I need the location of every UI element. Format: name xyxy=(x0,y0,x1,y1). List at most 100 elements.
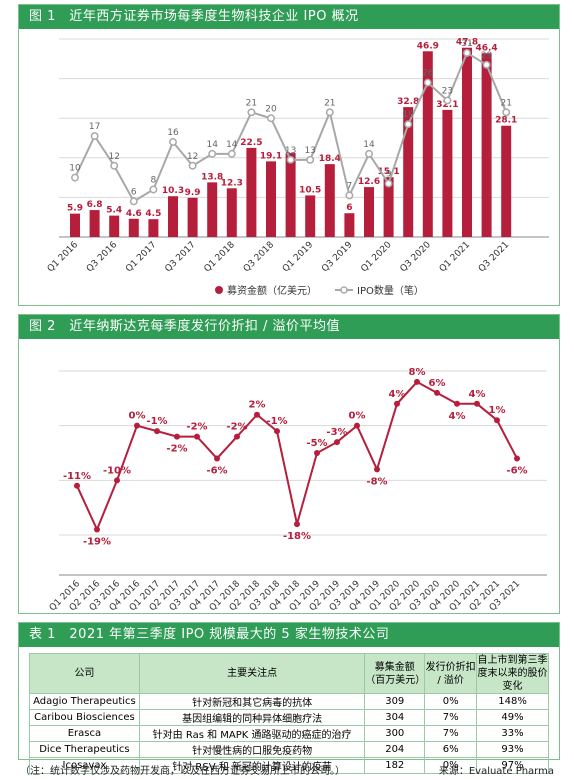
x-tick-label: Q1 2020 xyxy=(359,240,394,275)
line-value-label: 29 xyxy=(481,51,493,61)
cell-discount: 6% xyxy=(424,741,478,758)
x-tick-label: Q1 2021 xyxy=(438,240,472,274)
line-point xyxy=(154,428,160,435)
bar-value-label: 10.3 xyxy=(162,186,184,196)
col-price-change: 自上市到第三季度末以来的股价变化 xyxy=(476,653,549,694)
line-value-label: 16 xyxy=(167,128,179,138)
footnote: （注：统计数字仅涉及药物开发商，以及在西方证券交易所上市的公司。） xyxy=(20,766,345,777)
line-point xyxy=(502,108,511,117)
col-focus: 主要关注点 xyxy=(138,653,366,694)
data-label: 4% xyxy=(389,389,406,400)
bar xyxy=(226,188,237,237)
line-point xyxy=(74,482,80,489)
line-value-label: 13 xyxy=(285,146,296,156)
line-point xyxy=(134,422,140,429)
bar xyxy=(70,213,80,237)
bar-value-label: 46.4 xyxy=(475,43,497,53)
line-point xyxy=(314,450,320,456)
bar-value-label: 12.3 xyxy=(221,178,243,188)
bar-value-label: 4.6 xyxy=(126,209,142,219)
line-value-label: 14 xyxy=(226,140,238,150)
data-label: 2% xyxy=(249,400,266,411)
x-tick-label: Q3 2017 xyxy=(163,240,197,274)
cell-amount: 309 xyxy=(364,693,426,710)
bar xyxy=(89,210,100,237)
line-point xyxy=(286,155,295,164)
line-value-label: 31 xyxy=(461,39,472,49)
cell-discount: 7% xyxy=(424,709,478,726)
bar xyxy=(344,213,355,237)
cell-price-change: 33% xyxy=(476,725,549,742)
data-label: 1% xyxy=(489,405,506,416)
cell-company: Adagio Therapeutics xyxy=(29,693,140,710)
line-value-label: 26 xyxy=(422,69,434,79)
bar xyxy=(246,147,257,237)
bar xyxy=(187,197,198,237)
legend-line-label: IPO数量（笔） xyxy=(357,284,424,297)
line-value-label: 10 xyxy=(69,164,81,174)
bar-value-label: 4.5 xyxy=(145,209,161,219)
discount-premium-line xyxy=(76,380,518,533)
line-point xyxy=(423,78,432,87)
line-value-label: 19 xyxy=(402,110,414,120)
bar-value-label: 32.1 xyxy=(436,100,458,110)
line-value-label: 6 xyxy=(131,187,137,197)
bar-value-label: 5.4 xyxy=(106,206,122,216)
col-amount: 募集金额（百万美元） xyxy=(364,653,425,694)
bar xyxy=(305,195,316,237)
cell-price-change: 97% xyxy=(476,757,549,774)
col-discount: 发行价折扣 / 溢价 xyxy=(424,653,478,694)
line-value-label: 13 xyxy=(304,146,315,156)
line-point xyxy=(71,173,79,182)
line-point xyxy=(174,433,180,440)
data-label: 4% xyxy=(449,411,466,422)
cell-focus: 基因组编辑的同种异体细胞疗法 xyxy=(138,709,366,726)
bar-value-label: 9.9 xyxy=(185,188,201,198)
cell-company: Caribou Biosciences xyxy=(29,709,140,726)
bar-value-label: 46.9 xyxy=(417,41,439,51)
line-point xyxy=(234,433,240,440)
line-point xyxy=(365,149,373,158)
line-point xyxy=(194,433,200,440)
x-tick-label: Q1 2016 xyxy=(46,240,81,275)
data-label: -3% xyxy=(326,427,347,438)
bar xyxy=(266,161,276,237)
discount-premium-line-chart: -11%-19%-10%0% -1%-2%-2%-6%-2%2%-1%-18%-5… xyxy=(48,367,547,613)
ipo-bar-line-chart: 5.9 6.85.4 4.6 4.5 10.3 9.913.812.3 22.5 19.1 10… xyxy=(46,38,549,297)
legend-bar-marker xyxy=(215,286,223,294)
cell-company: Dice Therapeutics xyxy=(29,741,140,758)
line-value-label: 21 xyxy=(324,98,335,108)
line-value-label: 7 xyxy=(347,181,353,191)
bar-value-label: 13.8 xyxy=(201,172,223,182)
table-1-title: 表 1 2021 年第三季度 IPO 规模最大的 5 家生物技术公司 xyxy=(19,623,559,647)
bar xyxy=(462,47,472,237)
line-value-label: 17 xyxy=(89,122,100,132)
data-label: 6% xyxy=(429,378,446,389)
bar-value-label: 32.8 xyxy=(397,97,419,107)
figure-2-title: 图 2 近年纳斯达克每季度发行价折扣 / 溢价平均值 xyxy=(19,315,559,339)
line-point xyxy=(482,60,491,69)
line-value-label: 21 xyxy=(500,98,511,108)
line-value-label: 20 xyxy=(265,104,277,114)
data-label: -6% xyxy=(206,465,227,476)
x-tick-label: Q1 2019 xyxy=(281,240,316,275)
line-point xyxy=(90,132,99,141)
figure-1-title: 图 1 近年西方证券市场每季度生物科技企业 IPO 概况 xyxy=(19,5,559,29)
x-tick-label: Q1 2018 xyxy=(203,240,238,275)
line-value-label: 14 xyxy=(206,140,218,150)
table-row: Dice Therapeutics 针对慢性病的口服免疫药物 204 6% 93… xyxy=(29,741,549,758)
line-point xyxy=(214,455,220,462)
line-point xyxy=(254,411,260,418)
data-label: -1% xyxy=(266,416,287,427)
line-point xyxy=(247,108,256,117)
data-label: -2% xyxy=(226,422,247,433)
cell-company: Icosavax xyxy=(29,757,140,774)
cell-discount: 7% xyxy=(424,725,478,742)
bar xyxy=(207,182,218,237)
x-tick-label: Q3 2021 xyxy=(477,240,511,274)
line-point xyxy=(434,389,440,396)
bar xyxy=(148,219,159,237)
line-point xyxy=(514,455,520,462)
cell-amount: 300 xyxy=(364,725,426,742)
cell-price-change: 93% xyxy=(476,741,549,758)
